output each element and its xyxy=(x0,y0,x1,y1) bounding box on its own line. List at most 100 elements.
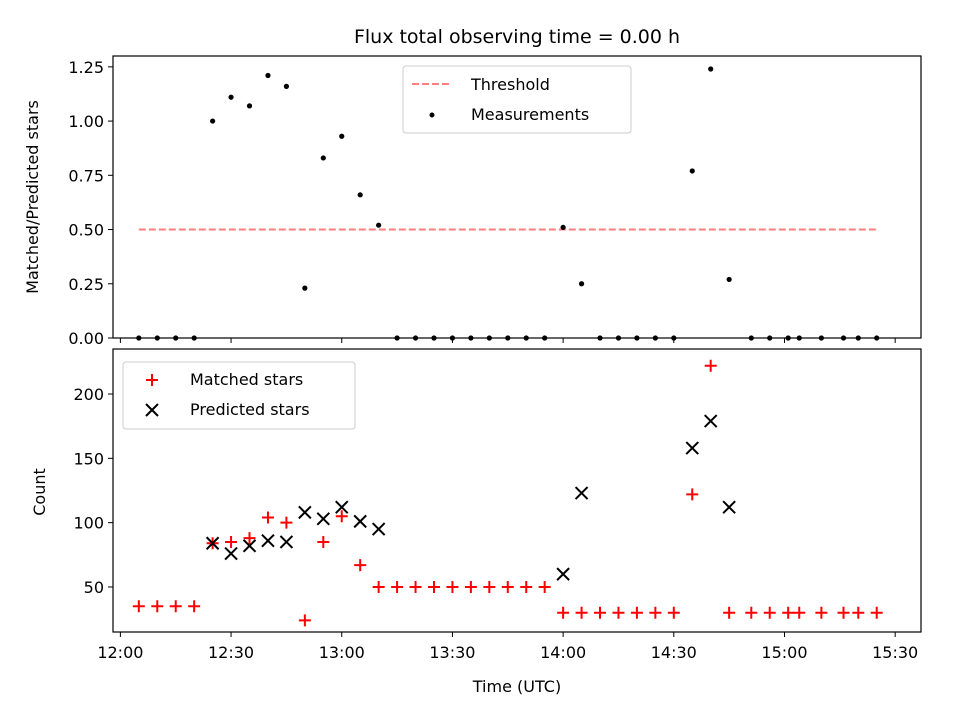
y-tick-label: 0.50 xyxy=(68,221,104,240)
predicted-star-point xyxy=(685,441,699,455)
predicted-star-point xyxy=(703,414,718,428)
measurement-point xyxy=(228,94,234,100)
ratio-y-axis-label: Matched/Predicted stars xyxy=(23,100,42,294)
measurement-point xyxy=(468,335,474,341)
ratio-panel-frame xyxy=(112,55,922,339)
matched-star-point xyxy=(335,510,348,523)
count-y-axis: 50 100 150 200 xyxy=(73,385,113,597)
matched-star-point xyxy=(391,580,404,593)
measurements-legend-label: Measurements xyxy=(471,105,589,124)
measurement-point xyxy=(302,285,308,291)
measurement-point xyxy=(560,224,566,230)
y-tick-label: 100 xyxy=(73,514,104,533)
matched-star-point xyxy=(261,511,274,524)
measurement-point xyxy=(505,335,511,341)
x-tick-label: 15:30 xyxy=(872,643,918,662)
measurement-point xyxy=(597,335,603,341)
measurement-point xyxy=(578,281,585,287)
measurement-point xyxy=(357,192,363,198)
matched-star-point xyxy=(538,580,551,593)
matched-star-point xyxy=(483,580,496,593)
measurement-point xyxy=(634,335,640,341)
count-legend-box xyxy=(122,361,356,430)
matched-star-point xyxy=(225,535,238,548)
matched-star-point xyxy=(667,606,680,619)
matched-star-point xyxy=(188,600,201,613)
y-tick-label: 0.75 xyxy=(68,166,104,185)
measurement-point xyxy=(523,335,529,341)
y-tick-label: 200 xyxy=(73,385,104,404)
matched-star-point xyxy=(243,532,256,545)
measurement-point xyxy=(431,335,437,341)
y-tick-label: 1.25 xyxy=(68,58,104,77)
measurement-point xyxy=(796,335,802,341)
threshold-legend-label: Threshold xyxy=(470,75,550,94)
measurement-point xyxy=(785,335,791,341)
chart-title: Flux total observing time = 0.00 h xyxy=(354,26,680,48)
count-x-axis: 12:00 12:30 13:00 13:30 14:00 14:30 15:00 15:30 xyxy=(97,632,918,662)
matched-star-point xyxy=(852,606,865,619)
count-legend: Matched stars Predicted stars xyxy=(122,361,356,430)
ratio-legend-box xyxy=(402,65,632,134)
measurement-point xyxy=(855,335,861,341)
measurement-point xyxy=(542,335,548,341)
matched-star-point xyxy=(501,580,514,593)
measurement-point xyxy=(154,335,160,341)
matched-star-point xyxy=(815,606,828,619)
predicted-star-point xyxy=(371,522,386,536)
measurement-point xyxy=(726,276,732,283)
y-tick-label: 1.00 xyxy=(68,112,104,131)
measurement-point xyxy=(265,72,271,79)
predicted-star-point xyxy=(722,500,736,514)
measurement-point xyxy=(412,335,419,341)
y-tick-label: 0.00 xyxy=(68,329,104,348)
count-y-axis-label: Count xyxy=(30,468,49,516)
matched-star-point xyxy=(280,516,293,529)
matched-star-point xyxy=(594,606,607,619)
predicted-star-point xyxy=(242,539,257,553)
predicted-star-point xyxy=(298,505,312,520)
predicted-star-point xyxy=(556,567,570,581)
predicted-star-point xyxy=(316,512,331,526)
matched-stars-series xyxy=(132,359,883,627)
measurement-point xyxy=(748,335,754,341)
matched-legend-label: Matched stars xyxy=(190,370,303,389)
matched-star-point xyxy=(354,559,367,572)
matched-star-point xyxy=(870,606,883,619)
measurement-point xyxy=(449,335,456,341)
measurement-point xyxy=(486,335,492,341)
matched-star-point xyxy=(723,606,736,619)
matched-star-point xyxy=(793,606,806,619)
measurement-point xyxy=(874,335,880,341)
y-tick-label: 0.25 xyxy=(68,275,104,294)
matched-star-point xyxy=(630,606,643,619)
x-axis-label: Time (UTC) xyxy=(472,677,561,696)
predicted-star-point xyxy=(335,500,349,514)
predicted-stars-series xyxy=(205,414,736,581)
matched-star-point xyxy=(132,600,145,613)
measurement-point xyxy=(191,335,197,341)
matched-star-point xyxy=(782,606,795,619)
measurement-point xyxy=(283,83,290,89)
measurement-point xyxy=(708,66,714,72)
measurement-point xyxy=(671,335,677,341)
ratio-y-axis: 0.00 0.25 0.50 0.75 1.00 1.25 xyxy=(68,58,113,348)
x-tick-label: 12:30 xyxy=(208,643,254,662)
measurement-point xyxy=(210,118,216,124)
matched-star-point xyxy=(649,606,662,619)
y-tick-label: 50 xyxy=(84,578,104,597)
predicted-star-point xyxy=(205,536,220,550)
matched-star-point xyxy=(151,600,164,613)
measurement-point xyxy=(246,103,253,109)
matched-star-point xyxy=(446,580,459,593)
predicted-star-point xyxy=(261,533,275,548)
ratio-panel: 0.00 0.25 0.50 0.75 1.00 1.25 Matched/Predict… xyxy=(23,55,922,348)
measurement-point xyxy=(615,335,622,341)
ratio-legend: Threshold Measurements xyxy=(402,65,632,134)
predicted-star-point xyxy=(279,535,294,549)
matched-star-point xyxy=(464,580,477,593)
matched-star-point xyxy=(575,606,588,619)
measurement-point xyxy=(339,133,345,139)
matched-star-point xyxy=(298,614,311,627)
